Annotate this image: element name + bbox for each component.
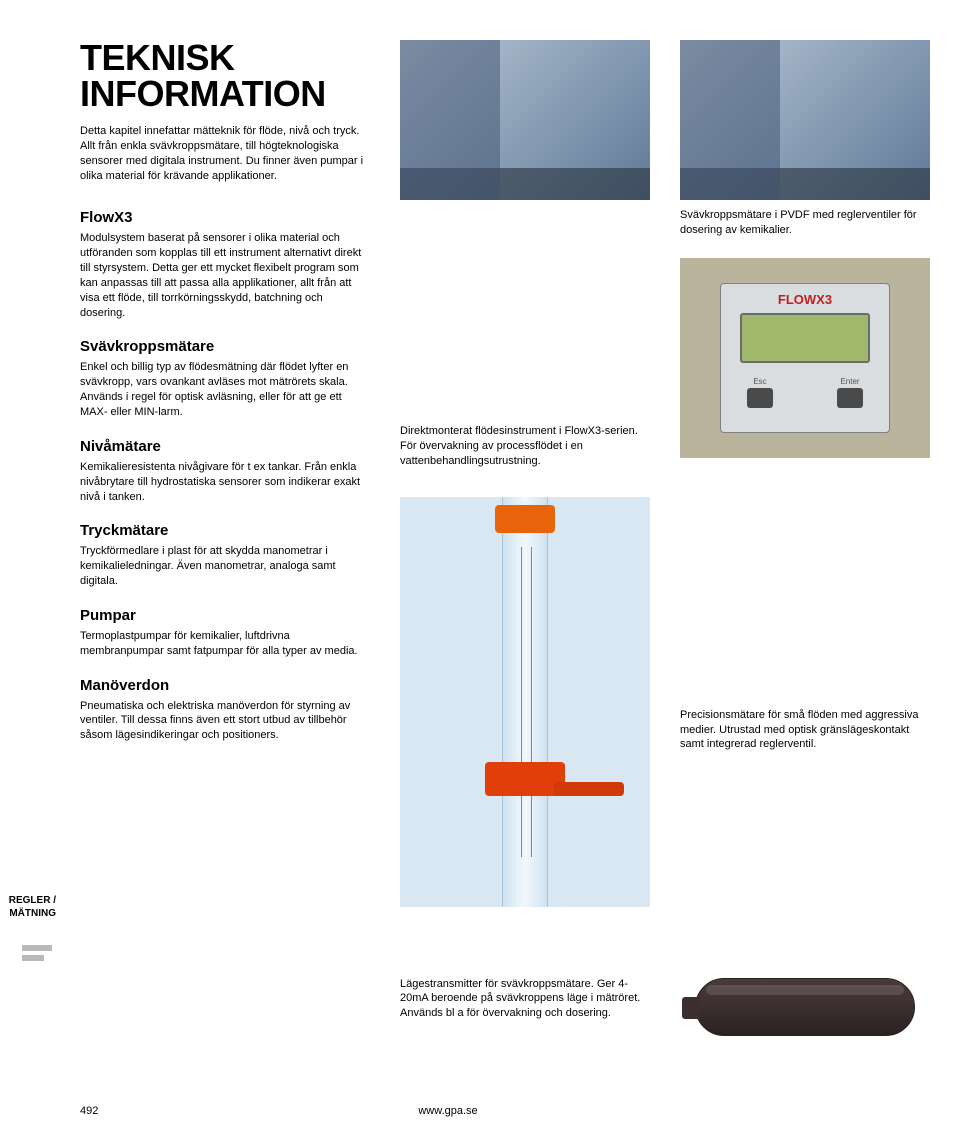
heading-flowx3: FlowX3 [80, 209, 370, 226]
transmitter-block [680, 972, 930, 1042]
photo-flowmeter [400, 497, 650, 907]
body-flowx3: Modulsystem baserat på sensorer i olika … [80, 231, 370, 320]
body-manoverdon: Pneumatiska och elektriska manöverdon fö… [80, 699, 370, 744]
flowmeter-clamp-top [495, 505, 555, 533]
photo-transmitter [680, 972, 930, 1042]
flowx3-btn-enter: Enter [825, 377, 875, 408]
column-right: Svävkroppsmätare i PVDF med reglerventil… [680, 40, 930, 1042]
body-nivamatare: Kemikalieresistenta nivågivare för t ex … [80, 460, 370, 505]
spacer [400, 208, 650, 424]
page: TEKNISK INFORMATION Detta kapitel innefa… [0, 0, 960, 1137]
flowx3-photo-block: FLOWX3 Esc Enter [680, 258, 930, 458]
heading-tryckmatare: Tryckmätare [80, 522, 370, 539]
flowx3-buttons: Esc Enter [735, 377, 875, 408]
flowx3-brand-suffix: X3 [816, 292, 832, 307]
page-title-line2: INFORMATION [80, 73, 326, 114]
side-marks [0, 945, 62, 965]
caption-flowx3: Direktmonterat flödesinstrument i FlowX3… [400, 424, 650, 469]
flowx3-brand-prefix: FLOW [778, 292, 816, 307]
heading-pumpar: Pumpar [80, 607, 370, 624]
body-tryckmatare: Tryckförmedlare i plast för att skydda m… [80, 544, 370, 589]
flowx3-device: FLOWX3 Esc Enter [720, 283, 890, 433]
flowmeter-tube [502, 497, 548, 907]
flowmeter-block [400, 497, 650, 907]
flowmeter-sensor [554, 782, 624, 796]
caption-top-right: Svävkroppsmätare i PVDF med reglerventil… [680, 208, 930, 238]
caption-transmitter: Lägestransmitter för svävkroppsmätare. G… [400, 977, 650, 1022]
side-tab-line1: REGLER / [9, 895, 56, 906]
body-svavkroppsmatare: Enkel och billig typ av flödesmätning dä… [80, 360, 370, 419]
photo-flowx3-device: FLOWX3 Esc Enter [680, 258, 930, 458]
flowmeter-clamp-mid [485, 762, 565, 796]
flowx3-screen [740, 313, 870, 363]
page-title-line1: TEKNISK [80, 37, 235, 78]
flowx3-btn-esc: Esc [735, 377, 785, 408]
heading-svavkroppsmatare: Svävkroppsmätare [80, 338, 370, 355]
footer-url: www.gpa.se [418, 1105, 477, 1117]
caption-precision: Precisionsmätare för små flöden med aggr… [680, 708, 930, 753]
footer: 492 www.gpa.se [80, 1105, 910, 1117]
column-middle: Direktmonterat flödesinstrument i FlowX3… [400, 40, 650, 1042]
precision-block: Precisionsmätare för små flöden med aggr… [680, 708, 930, 753]
footer-page-number: 492 [80, 1105, 98, 1117]
flowx3-btn-esc-label: Esc [753, 377, 766, 386]
page-title: TEKNISK INFORMATION [80, 40, 370, 112]
side-tab: REGLER / MÄTNING [0, 895, 62, 920]
columns: TEKNISK INFORMATION Detta kapitel innefa… [80, 40, 910, 1042]
column-left: TEKNISK INFORMATION Detta kapitel innefa… [80, 40, 370, 1042]
side-mark-2 [22, 955, 44, 961]
photo-industrial-right [680, 40, 930, 200]
heading-nivamatare: Nivåmätare [80, 438, 370, 455]
side-tab-line2: MÄTNING [9, 908, 56, 919]
photo-industrial-middle [400, 40, 650, 200]
intro-text: Detta kapitel innefattar mätteknik för f… [80, 124, 370, 183]
heading-manoverdon: Manöverdon [80, 677, 370, 694]
flowx3-key-enter [837, 388, 863, 408]
flowx3-btn-enter-label: Enter [840, 377, 859, 386]
body-pumpar: Termoplastpumpar för kemikalier, luftdri… [80, 629, 370, 659]
flowx3-key-esc [747, 388, 773, 408]
flowx3-brand: FLOWX3 [778, 292, 832, 307]
side-mark-1 [22, 945, 52, 951]
transmitter-device [695, 978, 915, 1036]
